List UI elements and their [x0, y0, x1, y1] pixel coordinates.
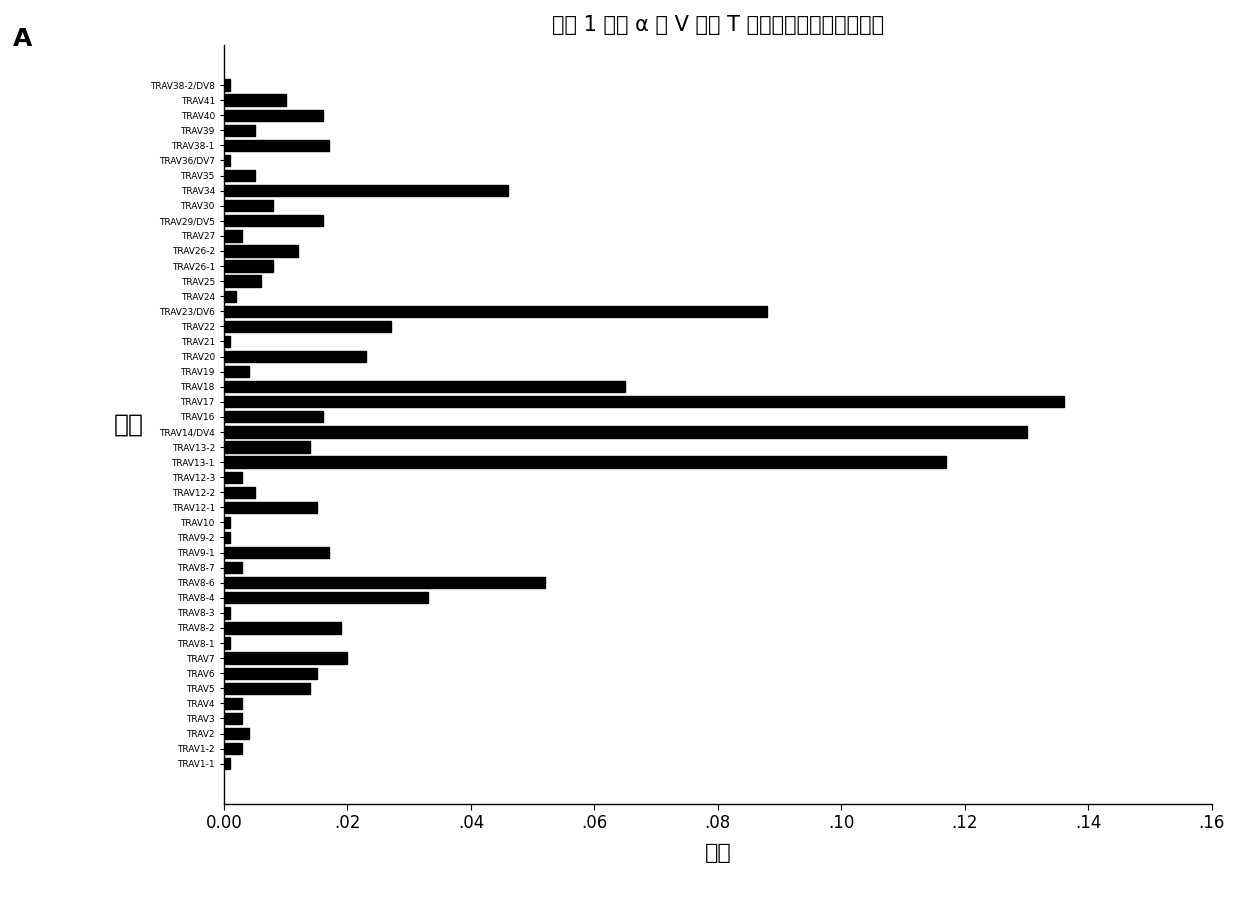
- Bar: [224, 638, 231, 649]
- Bar: [224, 200, 273, 211]
- X-axis label: 比例: 比例: [704, 844, 732, 864]
- Bar: [224, 622, 341, 634]
- Bar: [224, 350, 366, 362]
- Bar: [224, 306, 768, 317]
- Bar: [224, 426, 1027, 437]
- Bar: [224, 743, 243, 754]
- Bar: [224, 124, 254, 136]
- Bar: [224, 381, 625, 393]
- Bar: [224, 155, 231, 167]
- Bar: [224, 170, 254, 181]
- Bar: [224, 608, 231, 619]
- Bar: [224, 291, 237, 302]
- Bar: [224, 110, 322, 121]
- Bar: [224, 562, 243, 574]
- Bar: [224, 80, 231, 91]
- Bar: [224, 471, 243, 483]
- Bar: [224, 457, 946, 468]
- Title: 样本 1 中含 α 链 V 区的 T 细胞表面受体的分布情况: 样本 1 中含 α 链 V 区的 T 细胞表面受体的分布情况: [552, 15, 884, 35]
- Text: A: A: [12, 27, 32, 51]
- Bar: [224, 728, 249, 739]
- Bar: [224, 320, 391, 332]
- Bar: [224, 366, 249, 377]
- Bar: [224, 577, 546, 588]
- Bar: [224, 261, 273, 272]
- Bar: [224, 713, 243, 724]
- Bar: [224, 592, 428, 604]
- Bar: [224, 698, 243, 709]
- Bar: [224, 668, 316, 679]
- Bar: [224, 547, 329, 558]
- Bar: [224, 487, 254, 498]
- Bar: [224, 336, 231, 347]
- Bar: [224, 501, 316, 513]
- Bar: [224, 140, 329, 151]
- Bar: [224, 517, 231, 528]
- Bar: [224, 245, 298, 256]
- Bar: [224, 758, 231, 770]
- Bar: [224, 94, 285, 106]
- Bar: [224, 275, 260, 286]
- Bar: [224, 683, 310, 694]
- Y-axis label: 家族: 家族: [114, 413, 144, 436]
- Bar: [224, 231, 243, 242]
- Bar: [224, 441, 310, 453]
- Bar: [224, 532, 231, 544]
- Bar: [224, 411, 322, 423]
- Bar: [224, 396, 1064, 407]
- Bar: [224, 215, 322, 226]
- Bar: [224, 185, 508, 197]
- Bar: [224, 652, 347, 663]
